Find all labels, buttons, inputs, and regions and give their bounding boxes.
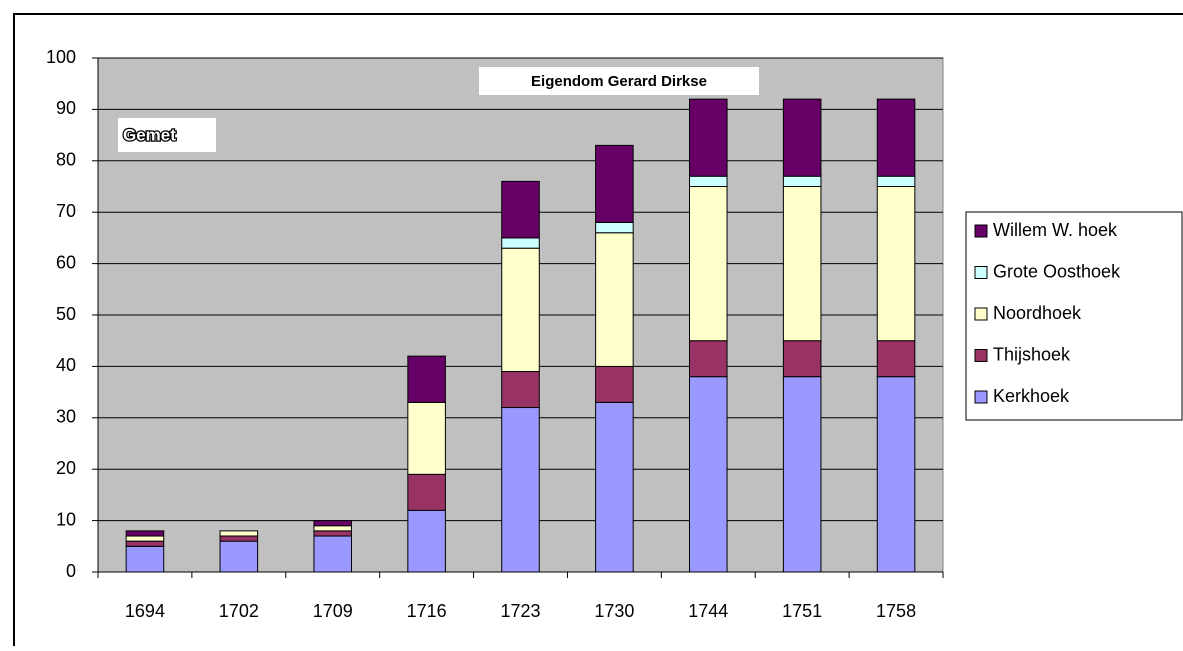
bar-segment — [876, 98, 916, 177]
bar-segment — [313, 525, 353, 532]
legend — [965, 211, 1183, 421]
bar-segment — [219, 530, 259, 537]
bar-segment — [501, 407, 540, 573]
y-tick-label: 50 — [56, 304, 76, 324]
y-tick-label: 40 — [56, 355, 76, 375]
bar-segment — [782, 340, 822, 378]
legend-swatch — [974, 349, 988, 362]
y-tick-label: 90 — [56, 98, 76, 118]
x-tick-label: 1730 — [594, 601, 634, 621]
bar-segment — [501, 237, 540, 249]
bar-segment — [689, 98, 728, 177]
bar-segment — [689, 340, 728, 378]
bar-segment — [782, 376, 822, 573]
bar-segment — [689, 186, 728, 342]
bar-segment — [595, 401, 634, 573]
bar-segment — [595, 232, 634, 367]
bar-segment — [876, 376, 916, 573]
bar-segment — [689, 376, 728, 573]
bar-segment — [501, 180, 540, 239]
legend-swatch — [974, 266, 988, 279]
y-tick-label: 100 — [46, 47, 76, 67]
chart-title: Eigendom Gerard Dirkse — [531, 73, 707, 90]
bar-segment — [595, 365, 634, 403]
y-label-box — [118, 118, 216, 152]
legend-label: Thijshoek — [993, 344, 1071, 364]
x-tick-label: 1716 — [407, 601, 447, 621]
legend-swatch — [974, 224, 988, 238]
bar-segment — [876, 340, 916, 378]
title-box — [479, 67, 759, 95]
legend-label: Noordhoek — [993, 303, 1082, 323]
bar-segment — [407, 401, 446, 475]
bar-segment — [219, 535, 259, 542]
bar-segment — [313, 530, 353, 537]
x-tick-label: 1723 — [500, 601, 540, 621]
bar-segment — [407, 355, 446, 403]
bar-segment — [595, 221, 634, 234]
bar-segment — [125, 545, 165, 573]
legend-label: Willem W. hoek — [993, 220, 1118, 240]
x-tick-label: 1694 — [125, 601, 165, 621]
bar-segment — [876, 186, 916, 342]
x-tick-label: 1758 — [876, 601, 916, 621]
bar-segment — [313, 535, 353, 573]
x-tick-label: 1751 — [782, 601, 822, 621]
bar-segment — [501, 371, 540, 409]
bar-segment — [876, 175, 916, 188]
bar-segment — [125, 535, 165, 542]
y-axis-label: Gemet — [123, 125, 176, 144]
x-tick-label: 1744 — [688, 601, 728, 621]
legend-label: Grote Oosthoek — [993, 261, 1121, 281]
y-tick-label: 60 — [56, 252, 76, 272]
legend-swatch — [974, 390, 988, 404]
bar-segment — [782, 175, 822, 188]
y-tick-label: 70 — [56, 201, 76, 221]
bar-segment — [219, 540, 259, 573]
bar-segment — [501, 247, 540, 373]
legend-swatch — [974, 307, 988, 321]
bar-segment — [313, 520, 353, 527]
y-tick-label: 20 — [56, 458, 76, 478]
bar-segment — [125, 530, 165, 537]
bar-segment — [125, 540, 165, 547]
bar-segment — [782, 98, 822, 177]
bar-segment — [407, 509, 446, 573]
bar-segment — [689, 175, 728, 188]
x-tick-label: 1709 — [313, 601, 353, 621]
x-tick-label: 1702 — [219, 601, 259, 621]
y-tick-label: 10 — [56, 509, 76, 529]
bar-segment — [782, 186, 822, 342]
y-tick-label: 0 — [66, 561, 76, 581]
legend-label: Kerkhoek — [993, 386, 1070, 406]
bar-segment — [595, 144, 634, 223]
y-tick-label: 80 — [56, 150, 76, 170]
bar-segment — [407, 473, 446, 511]
y-tick-label: 30 — [56, 407, 76, 427]
